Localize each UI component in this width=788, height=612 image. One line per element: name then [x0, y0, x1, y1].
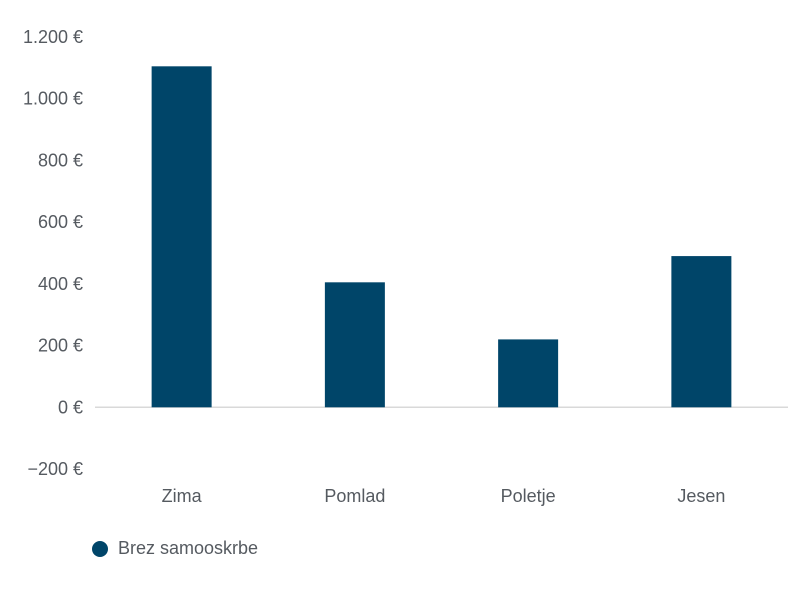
bar	[324, 282, 385, 408]
x-tick-label: Pomlad	[324, 486, 385, 506]
bars	[151, 66, 732, 408]
legend-swatch-icon	[92, 540, 108, 557]
x-tick-label: Jesen	[677, 486, 725, 506]
y-tick-label: 1.000 €	[23, 89, 83, 109]
y-tick-label: 600 €	[38, 212, 83, 232]
y-tick-label: 800 €	[38, 150, 83, 170]
bar	[498, 339, 559, 408]
x-tick-label: Poletje	[501, 486, 556, 506]
x-tick-label: Zima	[162, 486, 203, 506]
y-tick-label: 200 €	[38, 336, 83, 356]
y-tick-label: 400 €	[38, 274, 83, 294]
legend-label: Brez samooskrbe	[118, 538, 259, 558]
legend: Brez samooskrbe	[92, 538, 258, 559]
bar	[671, 256, 732, 408]
y-tick-label: −200 €	[27, 459, 83, 479]
y-tick-label: 1.200 €	[23, 27, 83, 47]
y-axis-ticks: −200 € 0 € 200 € 400 € 600 € 800 € 1.000 € 1.20…	[23, 27, 83, 479]
y-tick-label: 0 €	[58, 397, 83, 417]
x-axis-labels: Zima Pomlad Poletje Jesen	[162, 486, 726, 506]
bar	[151, 66, 212, 408]
